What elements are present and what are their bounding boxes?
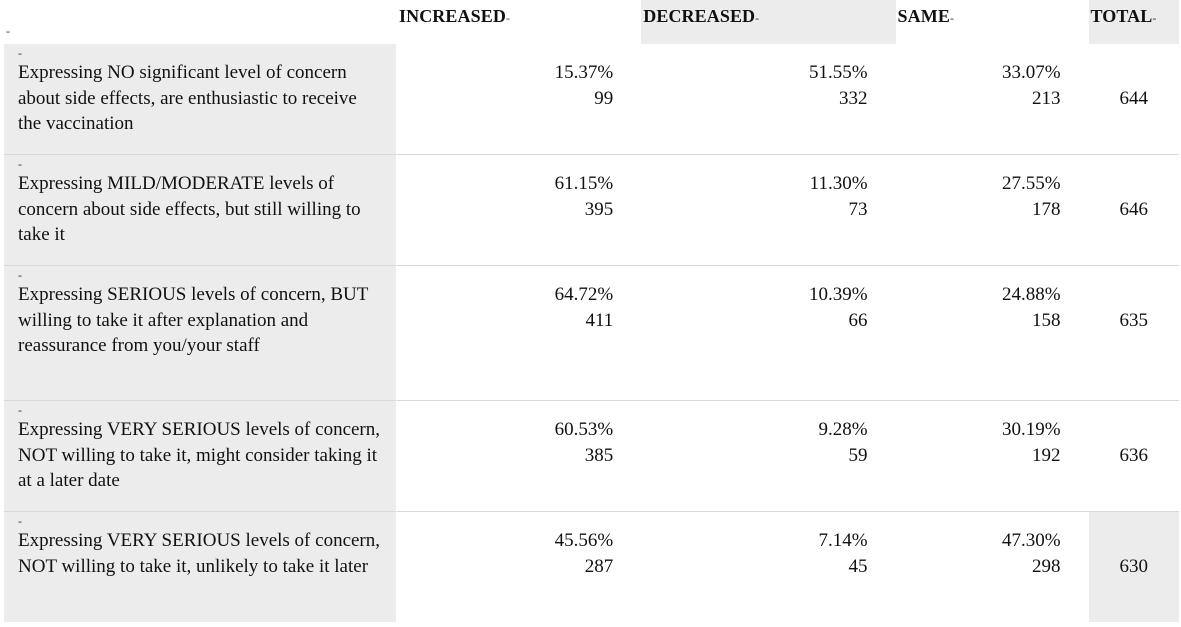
same-percent: 33.07% — [1001, 62, 1061, 83]
increased-percent: 61.15% — [554, 173, 614, 194]
total-value: 644 — [1119, 88, 1149, 109]
header-decreased-label: DECREASED — [643, 6, 756, 26]
decreased-count: 332 — [839, 87, 868, 109]
row-label: Expressing SERIOUS levels of concern, BU… — [18, 284, 369, 356]
same-count: 192 — [1032, 444, 1061, 466]
decreased-count: 59 — [848, 444, 868, 466]
decreased-count: 66 — [848, 309, 868, 331]
decreased-cell: 11.30% 73 — [641, 154, 896, 265]
same-percent: 24.88% — [1001, 284, 1061, 305]
total-cell: 635 — [1088, 265, 1179, 400]
row-label: Expressing NO significant level of conce… — [18, 62, 357, 134]
increased-cell: 64.72% 411 — [397, 265, 642, 400]
decreased-percent: 51.55% — [808, 62, 868, 83]
decreased-percent: 10.39% — [808, 284, 868, 305]
same-cell: 27.55% 178 — [895, 154, 1089, 265]
header-decreased-dash: - — [755, 11, 760, 25]
total-value: 646 — [1119, 199, 1149, 220]
increased-percent: 45.56% — [554, 530, 614, 551]
row-mark: - — [18, 514, 22, 528]
row-label-cell: - Expressing SERIOUS levels of concern, … — [4, 265, 397, 400]
increased-count: 395 — [584, 198, 614, 220]
total-cell: 646 — [1088, 154, 1179, 265]
row-label: Expressing VERY SERIOUS levels of concer… — [18, 419, 381, 491]
row-label: Expressing VERY SERIOUS levels of concer… — [18, 530, 381, 577]
decreased-percent: 9.28% — [818, 419, 868, 440]
header-increased-label: INCREASED — [399, 6, 506, 26]
header-total-label: TOTAL — [1090, 6, 1153, 26]
same-percent: 30.19% — [1001, 419, 1061, 440]
increased-count: 287 — [584, 555, 614, 577]
increased-count: 385 — [584, 444, 614, 466]
header-total-dash: - — [1152, 11, 1157, 25]
total-value: 636 — [1119, 445, 1149, 466]
same-count: 178 — [1032, 198, 1061, 220]
header-same-label: SAME — [897, 6, 950, 26]
table-row: - Expressing SERIOUS levels of concern, … — [4, 265, 1179, 400]
header-increased-dash: - — [505, 11, 511, 25]
table-row: - Expressing VERY SERIOUS levels of conc… — [4, 511, 1179, 622]
same-count: 213 — [1032, 87, 1061, 109]
header-same: SAME- — [895, 0, 1089, 44]
header-stub-mark: - — [6, 24, 11, 38]
increased-percent: 60.53% — [554, 419, 614, 440]
header-increased: INCREASED- — [397, 0, 642, 44]
same-cell: 33.07% 213 — [895, 44, 1089, 154]
header-decreased: DECREASED- — [641, 0, 896, 44]
row-mark: - — [18, 157, 22, 171]
same-cell: 30.19% 192 — [895, 400, 1089, 511]
same-count: 298 — [1032, 555, 1061, 577]
total-cell: 630 — [1088, 511, 1179, 622]
row-label-cell: - Expressing VERY SERIOUS levels of conc… — [4, 400, 397, 511]
same-cell: 47.30% 298 — [895, 511, 1089, 622]
decreased-count: 73 — [848, 198, 868, 220]
row-label-cell: - Expressing VERY SERIOUS levels of conc… — [4, 511, 397, 622]
row-label-cell: - Expressing NO significant level of con… — [4, 44, 397, 154]
header-row: - INCREASED- DECREASED- SAME- TOTAL- — [4, 0, 1179, 44]
same-cell: 24.88% 158 — [895, 265, 1089, 400]
results-table: - INCREASED- DECREASED- SAME- TOTAL- - E… — [4, 0, 1179, 622]
header-same-dash: - — [949, 11, 955, 25]
total-cell: 644 — [1088, 44, 1179, 154]
increased-cell: 60.53% 385 — [397, 400, 642, 511]
table-row: - Expressing MILD/MODERATE levels of con… — [4, 154, 1179, 265]
increased-percent: 15.37% — [554, 62, 614, 83]
header-total: TOTAL- — [1088, 0, 1179, 44]
increased-cell: 45.56% 287 — [397, 511, 642, 622]
decreased-cell: 10.39% 66 — [641, 265, 896, 400]
same-percent: 47.30% — [1001, 530, 1061, 551]
total-cell: 636 — [1088, 400, 1179, 511]
header-stub: - — [4, 0, 397, 44]
decreased-cell: 9.28% 59 — [641, 400, 896, 511]
decreased-cell: 7.14% 45 — [641, 511, 896, 622]
total-value: 635 — [1119, 310, 1149, 331]
same-count: 158 — [1032, 309, 1061, 331]
table-row: - Expressing NO significant level of con… — [4, 44, 1179, 154]
row-label-cell: - Expressing MILD/MODERATE levels of con… — [4, 154, 397, 265]
increased-count: 411 — [585, 309, 614, 331]
row-label: Expressing MILD/MODERATE levels of conce… — [18, 173, 361, 245]
row-mark: - — [18, 268, 22, 282]
increased-cell: 61.15% 395 — [397, 154, 642, 265]
increased-count: 99 — [594, 87, 614, 109]
table-row: - Expressing VERY SERIOUS levels of conc… — [4, 400, 1179, 511]
row-mark: - — [18, 403, 22, 417]
decreased-cell: 51.55% 332 — [641, 44, 896, 154]
row-mark: - — [18, 46, 22, 60]
decreased-percent: 11.30% — [809, 173, 868, 194]
total-value: 630 — [1119, 556, 1149, 577]
decreased-percent: 7.14% — [818, 530, 868, 551]
increased-percent: 64.72% — [554, 284, 614, 305]
increased-cell: 15.37% 99 — [397, 44, 642, 154]
decreased-count: 45 — [848, 555, 868, 577]
same-percent: 27.55% — [1001, 173, 1061, 194]
